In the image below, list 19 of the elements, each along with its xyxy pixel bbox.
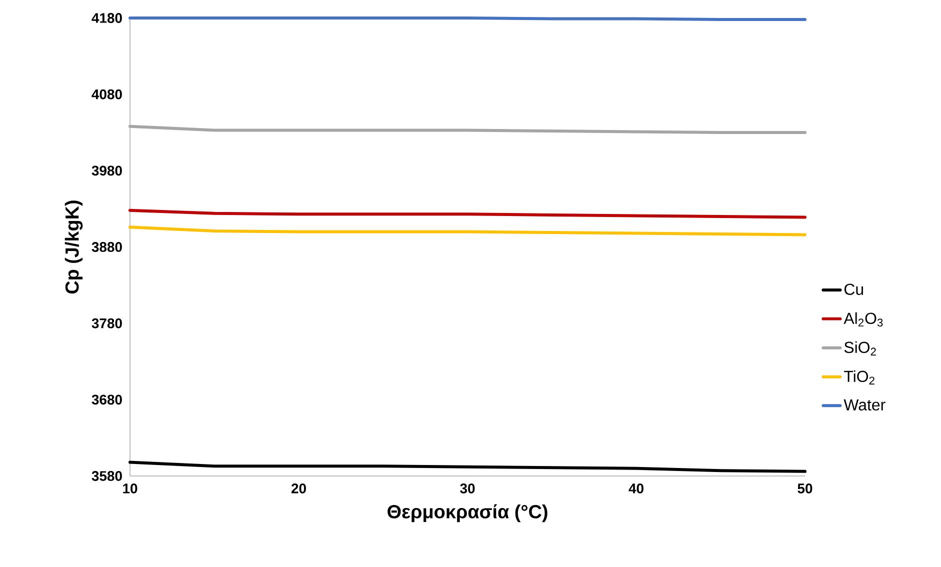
x-tick-label: 30 — [460, 484, 475, 494]
y-tick-label: 3880 — [92, 242, 122, 252]
legend-label: Water — [844, 399, 886, 411]
x-tick-label: 40 — [628, 484, 644, 494]
x-axis-title: Θερμοκρασία (°C) — [388, 504, 548, 522]
legend-label: TiO$_{2}$ — [844, 370, 874, 384]
x-tick-label: 50 — [798, 484, 812, 494]
legend-label: SiO$_{2}$ — [844, 341, 876, 356]
y-tick-label: 4080 — [92, 89, 122, 100]
y-tick-label: 3580 — [92, 471, 122, 481]
legend-label: Cu — [844, 284, 864, 295]
y-tick-label: 4180 — [92, 13, 122, 23]
y-axis-title: Cp (J/kgK) — [64, 200, 83, 294]
y-tick-label: 3680 — [92, 394, 122, 405]
x-tick-label: 10 — [123, 484, 138, 494]
legend-label: Al$_{2}$O$_{3}$ — [844, 312, 883, 327]
y-tick-label: 3980 — [92, 166, 122, 176]
x-tick-label: 20 — [291, 484, 306, 494]
y-tick-label: 3780 — [92, 318, 122, 328]
